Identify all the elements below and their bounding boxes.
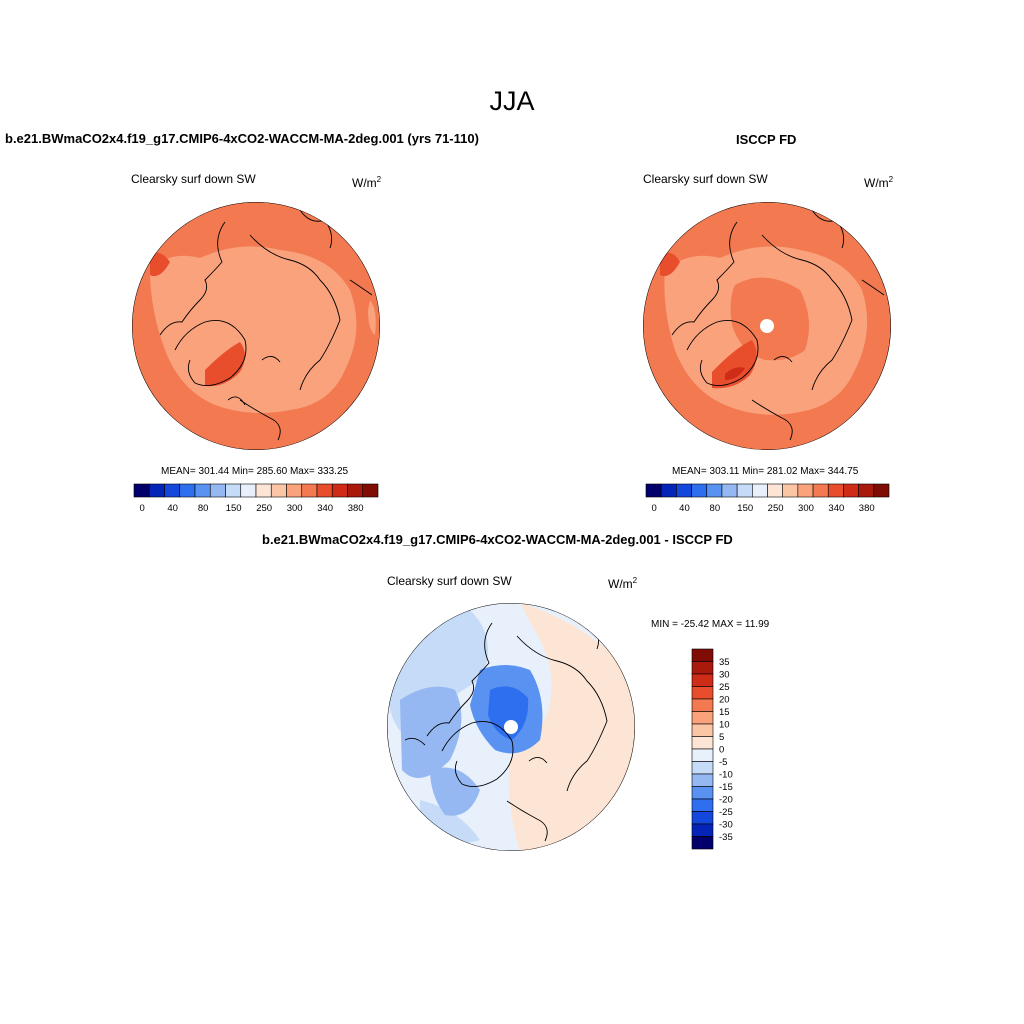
panel1-colorbar-tick-label: 0 bbox=[139, 503, 144, 514]
diff-unit: W/m2 bbox=[608, 576, 638, 591]
panel1-colorbar-swatch bbox=[316, 483, 333, 498]
panel1-colorbar-tick-label: 40 bbox=[167, 503, 178, 514]
panel2-polar-map bbox=[643, 202, 891, 450]
diff-colorbar-swatch bbox=[691, 823, 714, 837]
diff-colorbar-tick-label: -25 bbox=[719, 807, 733, 818]
panel1-colorbar-tick-label: 300 bbox=[287, 503, 303, 514]
panel1-colorbar-tick-label: 340 bbox=[317, 503, 333, 514]
panel1-colorbar-swatch bbox=[240, 483, 257, 498]
panel2-colorbar-swatch bbox=[782, 483, 799, 498]
panel1-colorbar-swatch bbox=[331, 483, 348, 498]
panel1-colorbar-tick-label: 80 bbox=[198, 503, 209, 514]
panel2-colorbar-swatch bbox=[660, 483, 677, 498]
panel1-colorbar-swatch bbox=[255, 483, 272, 498]
panel2-colorbar-tick-label: 250 bbox=[768, 503, 784, 514]
diff-colorbar-swatch bbox=[691, 673, 714, 687]
panel2-colorbar-tick-label: 300 bbox=[798, 503, 814, 514]
panel2-colorbar-swatch bbox=[706, 483, 723, 498]
panel2-colorbar-swatch bbox=[645, 483, 662, 498]
diff-colorbar-swatch bbox=[691, 661, 714, 675]
panel2-colorbar-swatch bbox=[721, 483, 738, 498]
panel2-colorbar-swatch bbox=[691, 483, 708, 498]
diff-colorbar-tick-label: -30 bbox=[719, 820, 733, 831]
panel2-stats: MEAN= 303.11 Min= 281.02 Max= 344.75 bbox=[672, 466, 859, 477]
panel2-colorbar-tick-label: 340 bbox=[828, 503, 844, 514]
panel2-colorbar-swatch bbox=[858, 483, 875, 498]
panel1-unit: W/m2 bbox=[352, 175, 382, 190]
diff-stats: MIN = -25.42 MAX = 11.99 bbox=[651, 619, 770, 630]
diff-colorbar-tick-label: 5 bbox=[719, 732, 724, 743]
diff-colorbar-swatch bbox=[691, 836, 714, 850]
diff-colorbar-swatch bbox=[691, 698, 714, 712]
panel2-colorbar-tick-label: 80 bbox=[710, 503, 721, 514]
panel2-case-title: ISCCP FD bbox=[736, 132, 797, 147]
panel1-colorbar-swatch bbox=[179, 483, 196, 498]
panel1-colorbar-swatch bbox=[133, 483, 150, 498]
diff-polar-map bbox=[387, 603, 635, 851]
panel1-colorbar: 0 40 80 150 250 300 340 380 bbox=[133, 483, 379, 514]
panel2-colorbar-tick-label: 0 bbox=[651, 503, 656, 514]
panel1-colorbar-swatch bbox=[148, 483, 165, 498]
diff-colorbar-tick-label: 25 bbox=[719, 682, 730, 693]
panel1-polar-map bbox=[132, 202, 380, 450]
panel2-variable-label: Clearsky surf down SW bbox=[643, 172, 768, 186]
figure-title: JJA bbox=[489, 86, 535, 116]
panel2-colorbar-swatch bbox=[873, 483, 890, 498]
diff-colorbar-tick-label: -10 bbox=[719, 770, 733, 781]
diff-variable-label: Clearsky surf down SW bbox=[387, 574, 512, 588]
panel2-colorbar-tick-label: 40 bbox=[679, 503, 690, 514]
panel1-colorbar-swatch bbox=[301, 483, 318, 498]
panel1-variable-label: Clearsky surf down SW bbox=[131, 172, 256, 186]
panel1-colorbar-tick-label: 250 bbox=[256, 503, 272, 514]
diff-colorbar-swatch bbox=[691, 798, 714, 812]
panel1-colorbar-swatch bbox=[225, 483, 242, 498]
diff-colorbar-tick-label: -15 bbox=[719, 782, 733, 793]
panel1-colorbar-swatch bbox=[362, 483, 379, 498]
diff-colorbar-tick-label: -20 bbox=[719, 795, 733, 806]
diff-colorbar-swatch bbox=[691, 761, 714, 775]
diff-colorbar-swatch bbox=[691, 648, 714, 662]
panel1-colorbar-swatch bbox=[164, 483, 181, 498]
diff-colorbar-tick-label: -5 bbox=[719, 757, 727, 768]
panel1-colorbar-tick-label: 150 bbox=[226, 503, 242, 514]
panel1-colorbar-swatch bbox=[209, 483, 226, 498]
diff-colorbar-swatch bbox=[691, 748, 714, 762]
diff-colorbar-tick-label: 10 bbox=[719, 720, 730, 731]
diff-colorbar-tick-label: 15 bbox=[719, 707, 730, 718]
panel2-colorbar-swatch bbox=[797, 483, 814, 498]
diff-colorbar-swatch bbox=[691, 723, 714, 737]
diff-colorbar-swatch bbox=[691, 736, 714, 750]
panel2-colorbar-swatch bbox=[843, 483, 859, 498]
panel2-colorbar-swatch bbox=[767, 483, 783, 498]
panel2-colorbar-tick-label: 380 bbox=[859, 503, 875, 514]
panel1-colorbar-swatch bbox=[286, 483, 303, 498]
panel1-stats: MEAN= 301.44 Min= 285.60 Max= 333.25 bbox=[161, 466, 349, 477]
panel2-colorbar-swatch bbox=[676, 483, 692, 498]
diff-colorbar-swatch bbox=[691, 686, 714, 700]
panel2-unit: W/m2 bbox=[864, 175, 894, 190]
diff-colorbar-tick-label: 35 bbox=[719, 657, 730, 668]
diff-colorbar-swatch bbox=[691, 773, 714, 787]
panel2-colorbar-swatch bbox=[827, 483, 844, 498]
diff-colorbar-swatch bbox=[691, 711, 714, 725]
panel2-colorbar-tick-label: 150 bbox=[737, 503, 753, 514]
diff-colorbar-tick-label: 30 bbox=[719, 670, 730, 681]
panel1-colorbar-tick-label: 380 bbox=[348, 503, 364, 514]
panel2-colorbar: 0 40 80 150 250 300 340 380 bbox=[645, 483, 890, 514]
diff-colorbar-swatch bbox=[691, 786, 714, 800]
diff-colorbar-tick-label: 20 bbox=[719, 695, 730, 706]
diff-colorbar-tick-label: 0 bbox=[719, 745, 724, 756]
panel1-colorbar-swatch bbox=[194, 483, 211, 498]
panel1-colorbar-swatch bbox=[347, 483, 364, 498]
panel1-colorbar-swatch bbox=[270, 483, 287, 498]
diff-colorbar-swatch bbox=[691, 811, 714, 825]
panel2-colorbar-swatch bbox=[736, 483, 753, 498]
panel1-case-title: b.e21.BWmaCO2x4.f19_g17.CMIP6-4xCO2-WACC… bbox=[5, 131, 479, 146]
diff-colorbar-tick-label: -35 bbox=[719, 832, 733, 843]
panel2-colorbar-swatch bbox=[752, 483, 768, 498]
panel2-colorbar-swatch bbox=[812, 483, 829, 498]
diff-case-title: b.e21.BWmaCO2x4.f19_g17.CMIP6-4xCO2-WACC… bbox=[262, 532, 733, 547]
